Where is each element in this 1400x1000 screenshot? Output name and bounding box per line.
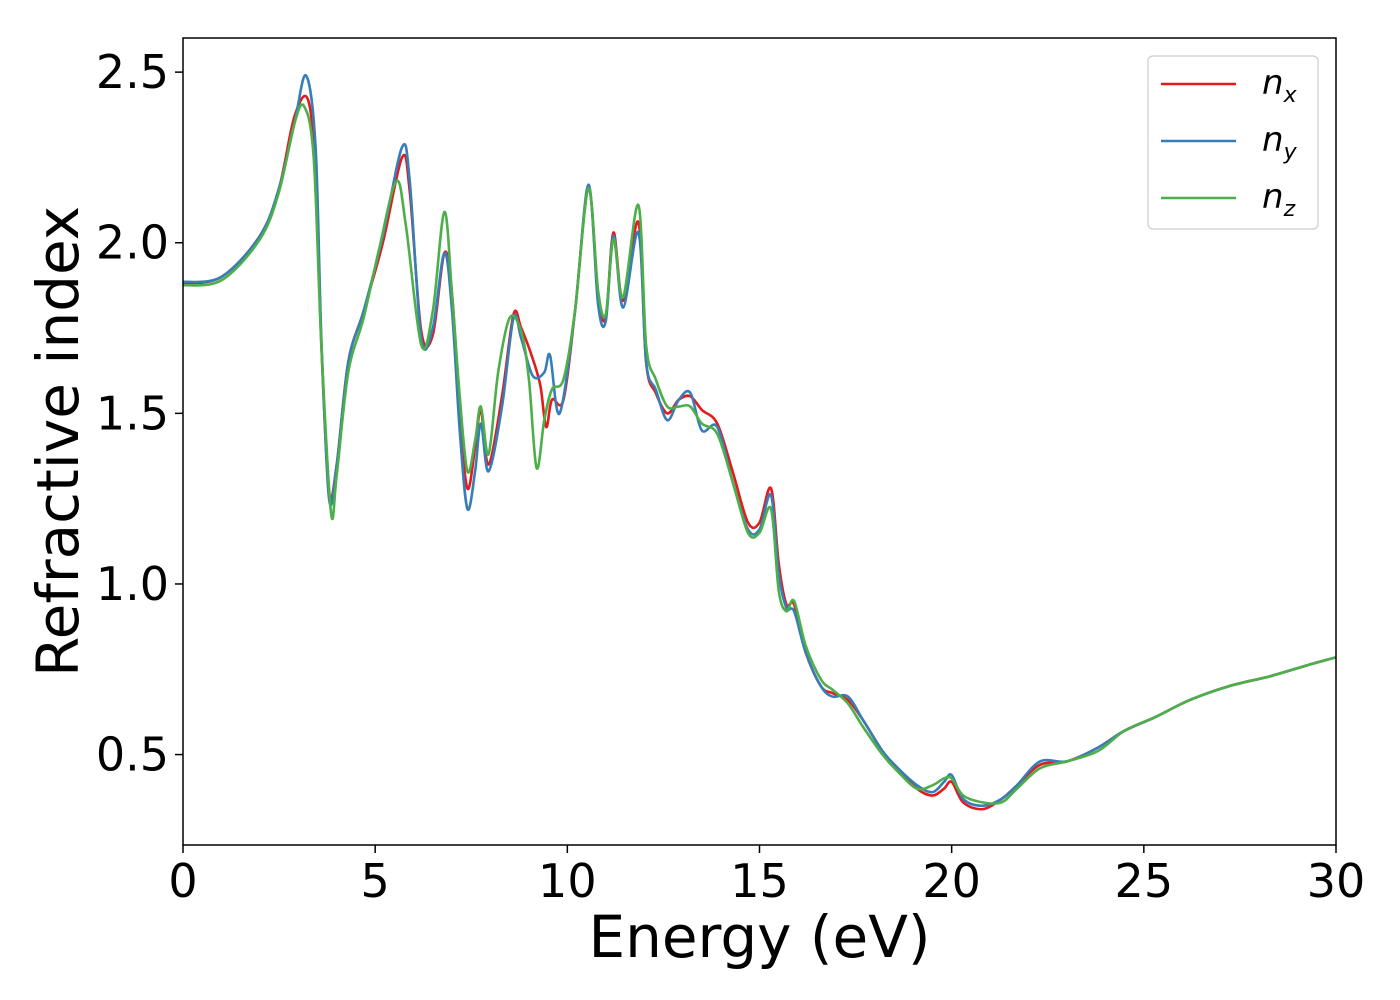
y-tick-label: 1.0 bbox=[96, 557, 169, 611]
series-layer bbox=[183, 74, 1336, 811]
legend-label-subscript: x bbox=[1283, 83, 1298, 108]
x-tick-label: 10 bbox=[538, 854, 597, 908]
legend-item-y: ny bbox=[1161, 120, 1298, 165]
y-tick-label: 1.5 bbox=[96, 386, 169, 440]
y-axis-ticks: 0.5 1.0 1.5 2.0 2.5 bbox=[96, 45, 183, 782]
x-tick-label: 20 bbox=[922, 854, 981, 908]
legend-item-x: nx bbox=[1161, 63, 1298, 108]
x-tick-label: 30 bbox=[1307, 854, 1366, 908]
legend-label: ny bbox=[1262, 120, 1298, 165]
y-tick-label: 0.5 bbox=[96, 728, 169, 782]
x-axis-title: Energy (eV) bbox=[588, 903, 930, 971]
y-tick-label: 2.5 bbox=[96, 45, 169, 99]
x-tick-label: 5 bbox=[361, 854, 390, 908]
legend-item-z: nz bbox=[1161, 177, 1296, 222]
x-tick-label: 15 bbox=[730, 854, 789, 908]
legend-label-base: n bbox=[1262, 177, 1284, 217]
x-tick-label: 0 bbox=[168, 854, 197, 908]
legend-label: nz bbox=[1262, 177, 1296, 222]
y-tick-label: 2.0 bbox=[96, 216, 169, 270]
x-axis-ticks: 0 5 10 15 20 25 30 bbox=[168, 845, 1365, 908]
legend-label-base: n bbox=[1262, 63, 1284, 103]
series-line-z bbox=[183, 103, 1336, 805]
legend-label-subscript: y bbox=[1283, 140, 1298, 165]
legend-label-base: n bbox=[1262, 120, 1284, 160]
y-axis-title: Refractive index bbox=[24, 206, 92, 677]
x-tick-label: 25 bbox=[1115, 854, 1174, 908]
legend-label: nx bbox=[1262, 63, 1298, 108]
legend-label-subscript: z bbox=[1283, 197, 1296, 222]
legend-box bbox=[1147, 55, 1319, 230]
